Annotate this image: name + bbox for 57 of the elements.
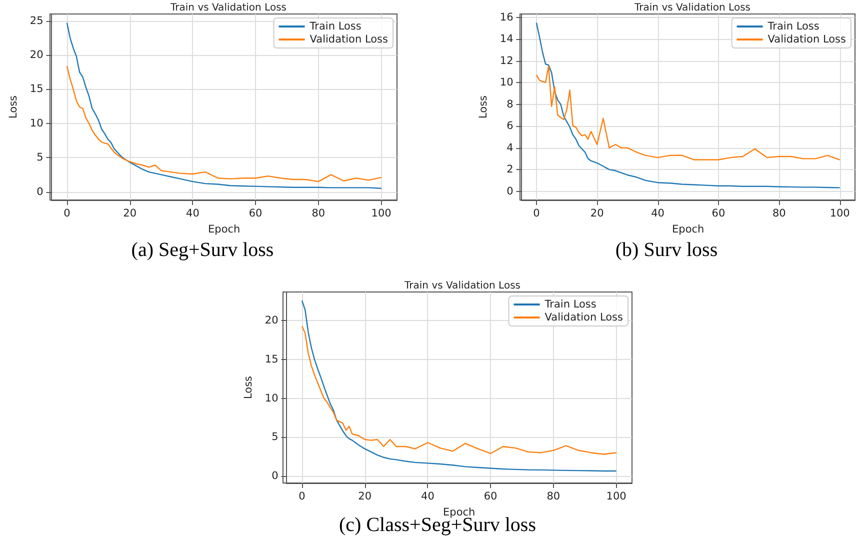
x-tick-label: 60: [248, 208, 262, 220]
chart-title: Train vs Validation Loss: [404, 280, 520, 292]
x-tick-label: 100: [830, 208, 850, 220]
x-tick-label: 80: [546, 490, 560, 502]
y-tick-label: 20: [264, 314, 278, 327]
x-tick-label: 80: [312, 208, 326, 220]
x-tick-label: 0: [533, 208, 540, 220]
x-tick-label: 40: [651, 208, 664, 220]
y-tick-label: 6: [506, 120, 514, 132]
x-tick-label: 60: [712, 208, 726, 220]
text: (a) Seg+Surv loss: [131, 239, 274, 261]
y-tick-label: 5: [272, 431, 278, 444]
x-tick-label: 0: [298, 490, 306, 502]
y-tick-label: 16: [500, 11, 514, 24]
x-axis-title: Epoch: [672, 223, 704, 236]
y-tick-label: 8: [506, 98, 514, 110]
x-axis-title: Epoch: [208, 223, 240, 236]
y-axis-title: Loss: [242, 376, 254, 400]
legend-label: Train Loss: [544, 298, 596, 310]
y-tick-label: 2: [506, 164, 514, 176]
x-tick-label: 100: [371, 208, 392, 220]
x-tick-label: 100: [606, 490, 626, 502]
y-tick-label: 20: [30, 49, 44, 62]
x-tick-label: 20: [123, 208, 137, 220]
y-axis-title: Loss: [478, 95, 490, 119]
x-tick-label: 80: [772, 208, 786, 220]
y-tick-label: 12: [500, 54, 514, 67]
y-tick-label: 4: [506, 142, 514, 154]
legend-label: Validation Loss: [310, 34, 388, 46]
line-series: [301, 326, 617, 455]
line-series: [66, 65, 382, 182]
y-axis-title: Loss: [8, 95, 20, 119]
legend-label: Train Loss: [766, 20, 820, 32]
y-tick-label: 15: [264, 354, 278, 366]
y-tick-label: 14: [500, 33, 514, 46]
y-tick-label: 10: [500, 76, 514, 89]
legend-label: Validation Loss: [544, 312, 623, 324]
x-tick-label: 40: [186, 208, 200, 220]
chart-title: Train vs Validation Loss: [170, 2, 286, 14]
x-tick-label: 60: [484, 490, 498, 502]
y-tick-label: 25: [30, 14, 44, 27]
chart-title: Train vs Validation Loss: [634, 2, 750, 14]
y-tick-label: 15: [30, 83, 44, 96]
y-tick-label: 10: [30, 117, 44, 130]
legend-label: Validation Loss: [768, 34, 846, 46]
y-tick-label: 5: [36, 152, 44, 164]
x-tick-label: 20: [358, 490, 372, 502]
text: (b) Surv loss: [615, 239, 718, 261]
x-tick-label: 40: [421, 490, 434, 502]
y-tick-label: 0: [272, 470, 278, 482]
x-tick-label: 0: [64, 208, 70, 220]
line-series: [536, 66, 840, 160]
x-tick-label: 20: [590, 208, 604, 220]
y-tick-label: 0: [36, 186, 44, 198]
legend-label: Train Loss: [308, 20, 362, 32]
y-tick-label: 10: [264, 392, 278, 404]
y-tick-label: 0: [506, 185, 514, 198]
